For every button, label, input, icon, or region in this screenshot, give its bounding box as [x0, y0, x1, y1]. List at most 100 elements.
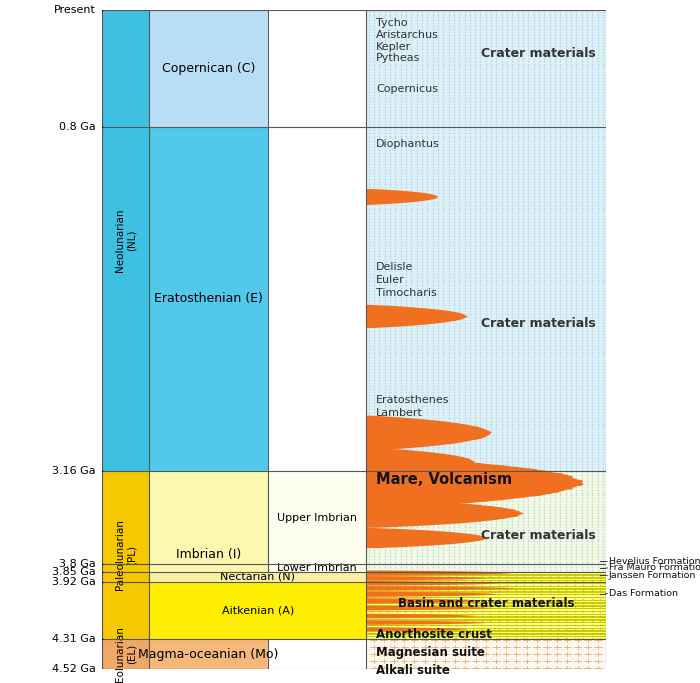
Point [368, 458, 379, 469]
Point [464, 225, 475, 236]
Point [523, 559, 534, 570]
Point [480, 70, 491, 81]
Point [550, 87, 561, 98]
Point [517, 349, 528, 360]
Point [576, 358, 587, 369]
Point [560, 139, 571, 150]
Point [390, 280, 401, 291]
Point [406, 415, 417, 426]
Point [597, 107, 608, 118]
Point [528, 479, 539, 490]
Point [421, 375, 433, 386]
Point [597, 115, 608, 126]
Point [570, 115, 582, 126]
Point [433, 191, 444, 201]
Point [592, 297, 603, 308]
Point [597, 507, 608, 518]
Point [475, 303, 486, 313]
Point [475, 343, 486, 354]
Point [363, 565, 374, 576]
Point [523, 398, 534, 409]
Point [363, 530, 374, 541]
Point [491, 507, 502, 518]
Point [454, 110, 465, 121]
Point [459, 522, 470, 533]
Point [496, 271, 507, 282]
Point [368, 372, 379, 383]
Point [517, 231, 528, 242]
Point [523, 525, 534, 535]
Point [566, 311, 577, 322]
Point [544, 127, 555, 138]
Point [523, 130, 534, 141]
Point [581, 424, 592, 435]
Point [443, 251, 454, 262]
Point [533, 136, 545, 147]
Point [550, 236, 561, 247]
Point [550, 383, 561, 394]
Point [454, 277, 465, 288]
Point [464, 288, 475, 299]
Point [443, 383, 454, 394]
Point [448, 542, 459, 553]
Point [581, 89, 592, 100]
Point [406, 499, 417, 510]
Point [438, 266, 449, 277]
Point [512, 268, 524, 279]
Point [400, 205, 412, 216]
Point [368, 193, 379, 204]
Point [570, 228, 582, 239]
Point [517, 234, 528, 245]
Point [570, 159, 582, 170]
Point [528, 98, 539, 109]
Point [438, 473, 449, 484]
Point [544, 219, 555, 230]
Point [533, 283, 545, 294]
Point [379, 314, 391, 325]
Point [368, 363, 379, 374]
Point [486, 326, 497, 337]
Point [570, 84, 582, 95]
Point [454, 148, 465, 158]
Point [390, 159, 401, 170]
Point [368, 559, 379, 570]
Point [496, 64, 507, 74]
Point [459, 332, 470, 343]
Point [390, 303, 401, 313]
Point [454, 565, 465, 576]
Point [416, 234, 428, 245]
Text: Copernican (C): Copernican (C) [162, 62, 256, 75]
Point [379, 375, 391, 386]
Point [597, 562, 608, 573]
Point [496, 32, 507, 43]
Point [544, 447, 555, 458]
Point [406, 127, 417, 138]
Point [475, 119, 486, 130]
Point [566, 266, 577, 277]
Point [427, 136, 438, 147]
Point [363, 346, 374, 357]
Point [496, 343, 507, 354]
Point [501, 398, 512, 409]
Point [368, 438, 379, 449]
Point [554, 553, 566, 564]
Point [427, 32, 438, 43]
Point [496, 383, 507, 394]
Point [517, 139, 528, 150]
Point [416, 98, 428, 109]
Point [433, 136, 444, 147]
Point [459, 139, 470, 150]
Point [528, 527, 539, 538]
Point [517, 352, 528, 363]
Point [533, 67, 545, 78]
Point [533, 421, 545, 432]
Point [454, 38, 465, 48]
Point [411, 196, 422, 207]
Point [523, 12, 534, 23]
Point [576, 380, 587, 391]
Point [576, 435, 587, 446]
Point [379, 473, 391, 484]
Point [448, 162, 459, 173]
Point [363, 467, 374, 478]
Point [587, 418, 598, 429]
